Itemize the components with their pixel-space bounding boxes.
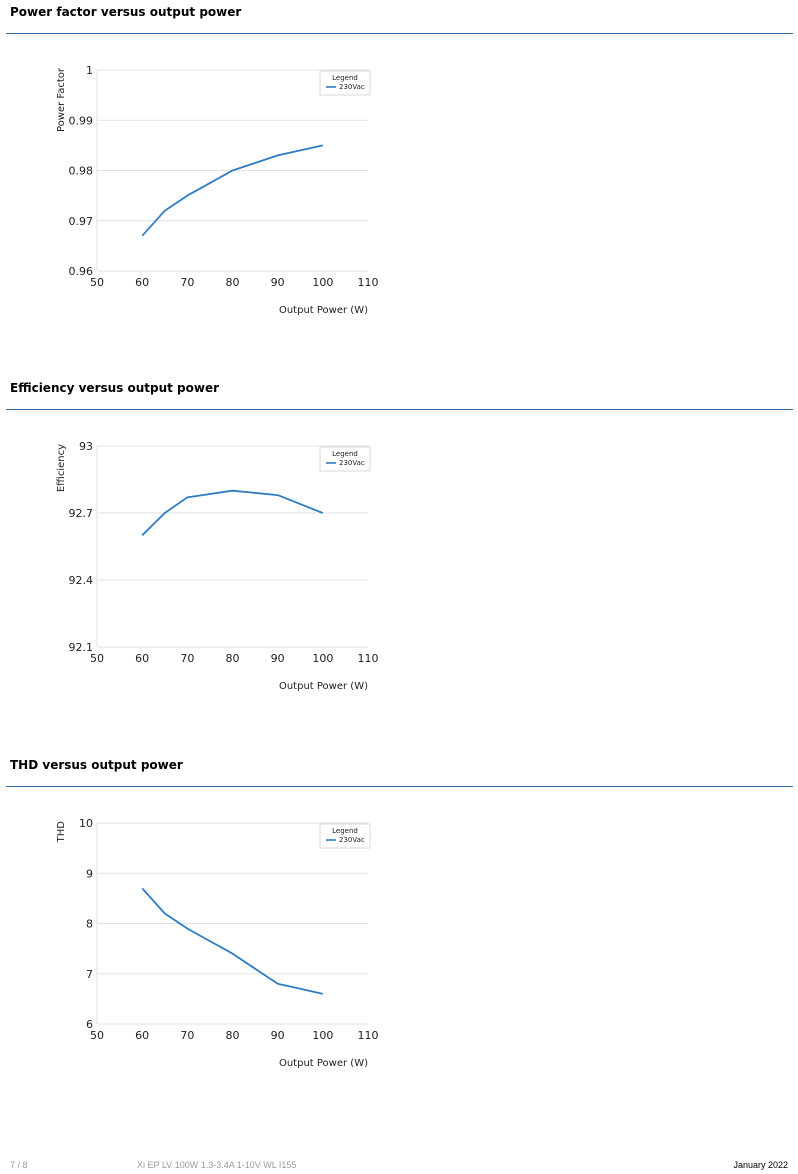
x-tick-label: 60 xyxy=(135,1029,149,1042)
x-tick-label: 50 xyxy=(90,1029,104,1042)
x-tick-label: 110 xyxy=(358,276,379,289)
section-efficiency: Efficiency versus output power 92.1 92.4 9… xyxy=(0,381,798,701)
series-line-230Vac xyxy=(141,887,323,995)
x-tick-label: 60 xyxy=(135,276,149,289)
x-tick-label: 70 xyxy=(180,276,194,289)
section-thd: THD versus output power 6 7 8 9 10 50 60 70 80 90… xyxy=(0,758,798,1078)
x-tick-label: 110 xyxy=(358,1029,379,1042)
legend-entry: 230Vac xyxy=(339,83,365,91)
section-divider xyxy=(6,409,793,410)
x-axis-label: Output Power (W) xyxy=(279,681,368,692)
y-tick-label: 7 xyxy=(86,968,93,981)
y-tick-label: 92.4 xyxy=(69,574,94,587)
thd-chart: 6 7 8 9 10 50 60 70 80 90 100 110 Output Power (W) TH… xyxy=(56,817,379,1069)
legend-entry: 230Vac xyxy=(339,836,365,844)
x-tick-label: 100 xyxy=(312,276,333,289)
efficiency-chart: 92.1 92.4 92.7 93 50 60 70 80 90 100 110 Output Pow… xyxy=(56,440,379,692)
x-tick-label: 80 xyxy=(226,1029,240,1042)
x-tick-label: 110 xyxy=(358,652,379,665)
series-line-230Vac xyxy=(141,144,323,237)
x-tick-label: 100 xyxy=(312,1029,333,1042)
document-date: January 2022 xyxy=(733,1160,788,1170)
legend-box xyxy=(319,70,371,96)
x-tick-label: 100 xyxy=(312,652,333,665)
y-tick-label: 8 xyxy=(86,918,93,931)
x-tick-label: 90 xyxy=(271,276,285,289)
section-divider xyxy=(6,786,793,787)
y-axis-label: Power Factor xyxy=(56,67,67,132)
y-tick-label: 0.97 xyxy=(69,215,94,228)
y-tick-label: 0.98 xyxy=(69,165,94,178)
legend-title: Legend xyxy=(332,74,358,82)
y-axis-label: THD xyxy=(56,821,67,844)
y-tick-label: 92.1 xyxy=(69,641,94,654)
section-title: THD versus output power xyxy=(10,758,183,772)
x-tick-label: 70 xyxy=(180,652,194,665)
section-divider xyxy=(6,33,793,34)
x-tick-label: 60 xyxy=(135,652,149,665)
y-tick-label: 0.99 xyxy=(69,114,94,127)
y-tick-label: 10 xyxy=(79,817,93,830)
section-title: Power factor versus output power xyxy=(10,5,242,19)
y-tick-label: 9 xyxy=(86,867,93,880)
page-number: 7 / 8 xyxy=(10,1160,28,1170)
x-tick-label: 80 xyxy=(226,652,240,665)
y-tick-label: 1 xyxy=(86,64,93,77)
y-tick-label: 6 xyxy=(86,1018,93,1031)
series-line-230Vac xyxy=(141,489,324,536)
legend-entry: 230Vac xyxy=(339,459,365,467)
y-tick-label: 93 xyxy=(79,440,93,453)
legend-box xyxy=(319,823,371,849)
x-axis-label: Output Power (W) xyxy=(279,1058,368,1069)
legend-title: Legend xyxy=(332,827,358,835)
legend-box xyxy=(319,446,371,472)
x-tick-label: 50 xyxy=(90,276,104,289)
y-tick-label: 92.7 xyxy=(69,507,94,520)
x-tick-label: 50 xyxy=(90,652,104,665)
legend-title: Legend xyxy=(332,450,358,458)
x-tick-label: 90 xyxy=(271,652,285,665)
power-factor-chart: 0.96 0.97 0.98 0.99 1 50 60 70 80 90 100 110 Output … xyxy=(56,64,379,316)
x-tick-label: 80 xyxy=(226,276,240,289)
y-tick-label: 0.96 xyxy=(69,265,94,278)
section-power-factor: Power factor versus output power 0.96 0.9… xyxy=(0,5,798,325)
y-axis-label: Efficiency xyxy=(56,444,67,492)
x-tick-label: 90 xyxy=(271,1029,285,1042)
product-name: Xi EP LV 100W 1.3-3.4A 1-10V WL I155 xyxy=(137,1160,297,1170)
x-tick-label: 70 xyxy=(180,1029,194,1042)
section-title: Efficiency versus output power xyxy=(10,381,220,395)
x-axis-label: Output Power (W) xyxy=(279,305,368,316)
